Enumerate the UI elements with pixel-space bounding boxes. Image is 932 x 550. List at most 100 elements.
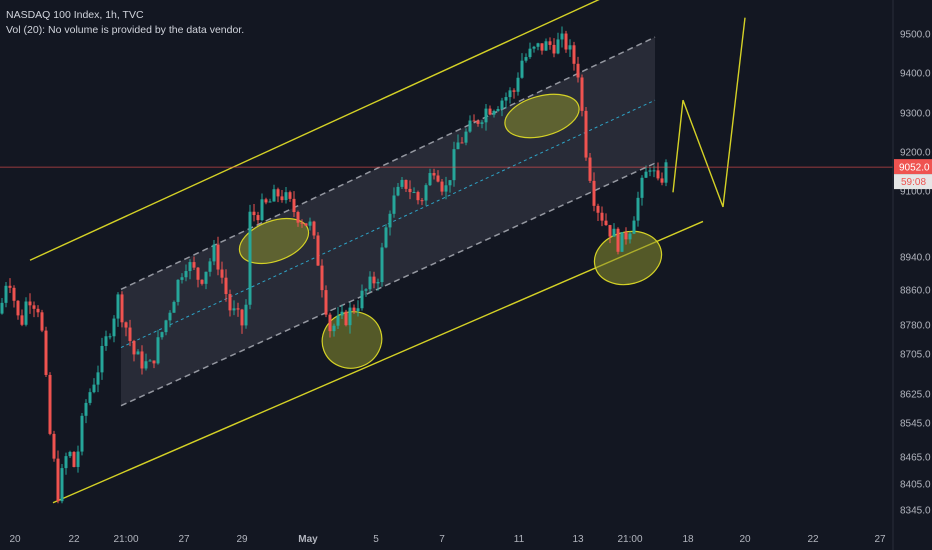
candle <box>428 168 432 186</box>
candle <box>244 299 248 329</box>
candle <box>448 180 452 193</box>
candle-body <box>176 279 180 302</box>
candle-body <box>48 374 52 434</box>
candle-body <box>224 277 228 295</box>
candle <box>36 305 40 318</box>
candle <box>344 309 348 327</box>
candle <box>644 165 648 178</box>
candle-body <box>192 262 196 268</box>
candle <box>664 159 668 187</box>
y-tick-label: 9300.0 <box>900 109 931 120</box>
candle-body <box>584 110 588 158</box>
candle-body <box>188 262 192 272</box>
projection-path <box>672 17 746 208</box>
candle <box>556 32 560 55</box>
candle-body <box>276 189 280 197</box>
candle-body <box>68 451 72 457</box>
candle-body <box>432 173 436 176</box>
candle-body <box>588 157 592 181</box>
candle-body <box>496 109 500 111</box>
candle-body <box>416 192 420 201</box>
candle <box>392 187 396 218</box>
candle <box>492 109 496 118</box>
candle-body <box>132 340 136 355</box>
candle <box>116 292 120 327</box>
candle <box>544 38 548 51</box>
candle-body <box>520 60 524 78</box>
candle-body <box>376 282 380 284</box>
candle <box>420 198 424 206</box>
candle-body <box>396 186 400 196</box>
candle <box>20 309 24 327</box>
candle <box>516 72 520 96</box>
candle <box>140 345 144 375</box>
candle-body <box>128 327 132 341</box>
candle-body <box>508 90 512 98</box>
countdown-value: 59:08 <box>901 177 926 188</box>
candle <box>224 269 228 302</box>
x-tick-label: 27 <box>874 534 886 545</box>
channel-upper-line <box>120 36 656 291</box>
lower-trendline <box>52 220 704 504</box>
channel-area <box>121 37 655 406</box>
candle-body <box>440 181 444 192</box>
x-tick-label: 20 <box>9 534 21 545</box>
candle-body <box>196 267 200 280</box>
candle <box>232 300 236 316</box>
candle-body <box>256 215 260 221</box>
candle-body <box>548 41 552 45</box>
candle <box>28 293 32 314</box>
candle <box>80 412 84 456</box>
candle-body <box>32 305 36 309</box>
candle-body <box>116 294 120 319</box>
candle-body <box>340 311 344 316</box>
candle-body <box>0 302 4 314</box>
candle-body <box>356 308 360 312</box>
candle <box>324 285 328 318</box>
candle-body <box>444 185 448 192</box>
x-tick-label: 27 <box>178 534 190 545</box>
candle-body <box>292 198 296 213</box>
candle-body <box>472 120 476 122</box>
candle <box>208 258 212 277</box>
candle-body <box>652 170 656 172</box>
candle <box>268 198 272 203</box>
candle <box>88 388 92 406</box>
candle-body <box>12 287 16 301</box>
candle <box>560 26 564 48</box>
candle <box>632 216 636 234</box>
candle <box>104 330 108 351</box>
y-tick-label: 8465.0 <box>900 453 931 464</box>
candle-body <box>476 120 480 124</box>
candle <box>612 223 616 237</box>
candle <box>196 266 200 288</box>
candle <box>548 37 552 50</box>
candle <box>100 337 104 380</box>
candle <box>8 278 12 293</box>
candle-body <box>324 290 328 315</box>
candle <box>376 278 380 291</box>
candle-body <box>360 290 364 309</box>
candle <box>636 191 640 227</box>
x-tick-label: 18 <box>682 534 694 545</box>
candle <box>372 271 376 289</box>
time-axis[interactable]: 20 22 21:00 27 29 May 5 7 11 13 21:00 18 20 22 27 <box>9 534 886 545</box>
candle-body <box>660 178 664 183</box>
candle-body <box>448 180 452 186</box>
candle <box>396 183 400 197</box>
candle <box>60 464 64 504</box>
candle-body <box>28 301 32 306</box>
candle <box>288 190 292 202</box>
candle <box>504 92 508 109</box>
candle <box>164 319 168 336</box>
candle <box>604 213 608 226</box>
candle <box>464 128 468 146</box>
price-axis[interactable]: 9500.0 9400.0 9300.0 9200.0 9100.0 8940.0 8860… <box>900 30 931 517</box>
candle-body <box>636 197 640 221</box>
candle-body <box>372 276 376 284</box>
candle-body <box>596 205 600 213</box>
x-tick-label: 22 <box>68 534 80 545</box>
candle-body <box>620 232 624 252</box>
